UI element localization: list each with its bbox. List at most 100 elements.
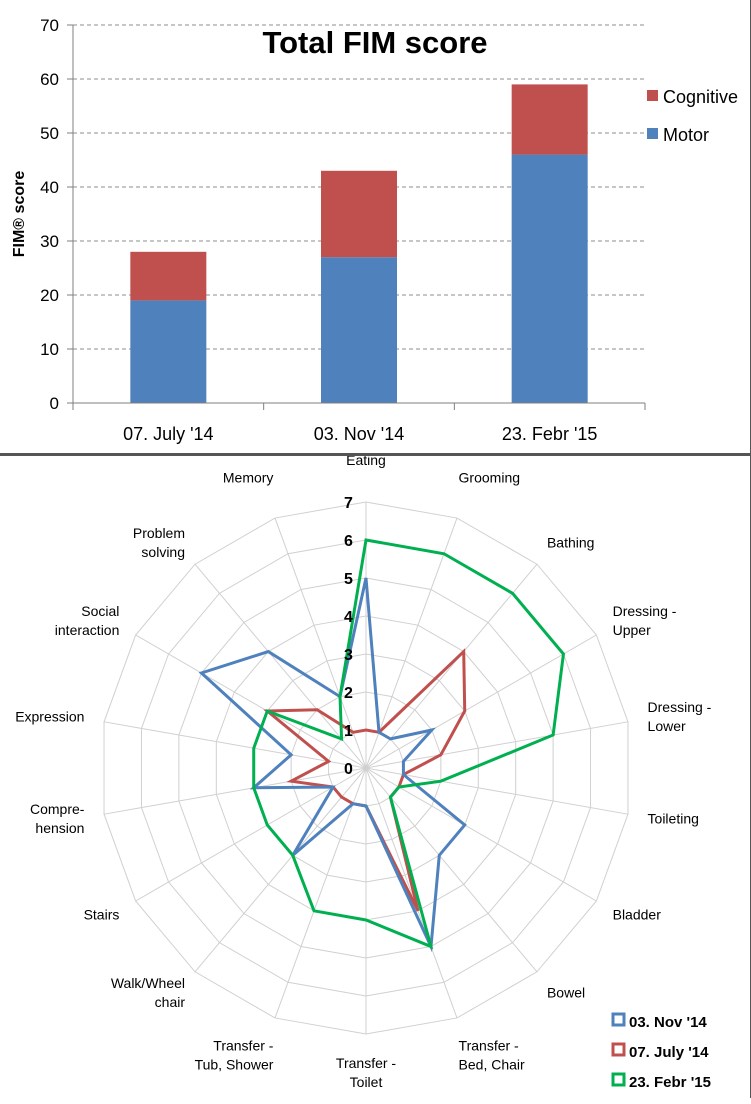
legend-swatch <box>647 90 658 101</box>
radial-tick-label: 1 <box>344 723 353 740</box>
radar-axis-label-line: Transfer - <box>336 1055 396 1071</box>
radar-axis-label-line: Bladder <box>613 907 662 923</box>
radar-axis-label: Stairs <box>84 907 120 923</box>
radar-axis-label-line: Bowel <box>547 985 585 1001</box>
radar-axis-label-line: Walk/Wheel <box>111 975 185 991</box>
radar-spoke <box>135 634 367 769</box>
y-tick-label: 70 <box>40 16 59 35</box>
radial-tick-label: 7 <box>344 495 353 512</box>
y-tick-label: 10 <box>40 340 59 359</box>
radar-spoke <box>194 767 367 973</box>
radar-axis-label-line: chair <box>155 994 186 1010</box>
legend-swatch <box>647 128 658 139</box>
radar-axis-label-line: Transfer - <box>459 1037 519 1053</box>
radar-spoke <box>365 767 597 902</box>
radar-axis-label: Compre-hension <box>30 801 85 836</box>
radar-spoke <box>365 721 629 769</box>
x-tick-label: 23. Febr '15 <box>502 424 598 444</box>
radar-axis-label: Bowel <box>547 985 585 1001</box>
radar-series-line <box>252 538 566 950</box>
radar-spoke <box>365 563 538 769</box>
radar-spoke <box>274 517 367 769</box>
legend-label: Cognitive <box>663 87 738 107</box>
legend-label: Motor <box>663 125 709 145</box>
radar-axis-label-line: Upper <box>613 622 651 638</box>
x-tick-label: 07. July '14 <box>123 424 214 444</box>
radial-tick-label: 2 <box>344 685 353 702</box>
radar-axis-label: Grooming <box>459 470 520 486</box>
radar-chart: 0 1 2 3 4 5 6 7 Eating Grooming Bathing Dressing - U… <box>15 452 712 1091</box>
legend-label: 23. Febr '15 <box>629 1074 711 1091</box>
radar-axis-label-line: Expression <box>15 708 84 724</box>
radial-tick-label: 4 <box>344 609 353 626</box>
y-tick-label: 20 <box>40 286 59 305</box>
radial-tick-label: 5 <box>344 571 353 588</box>
radar-axis-label-line: Compre- <box>30 801 85 817</box>
bar-motor <box>321 257 397 403</box>
radar-axis-label-line: Dressing - <box>648 699 712 715</box>
bar-chart-panel: 0 10 20 30 40 50 60 70 07. July '14 03. Nov '14 23… <box>0 0 751 455</box>
radar-spoke <box>103 767 367 815</box>
radar-spoke <box>365 767 458 1019</box>
y-tick-label: 40 <box>40 178 59 197</box>
radar-axis-label: Transfer - Tub, Shower <box>195 1037 274 1072</box>
radar-axis-label-line: Lower <box>648 718 686 734</box>
radar-axis-label: Dressing - Lower <box>648 699 712 734</box>
radar-axis-label-line: Memory <box>223 470 274 486</box>
y-tick-label: 30 <box>40 232 59 251</box>
legend-swatch <box>611 1072 626 1087</box>
radar-chart-panel: 0 1 2 3 4 5 6 7 Eating Grooming Bathing Dressing - U… <box>0 452 751 1098</box>
radar-axis-label-line: interaction <box>55 622 120 638</box>
radar-axis-label: Expression <box>15 708 84 724</box>
radial-tick-label: 3 <box>344 647 353 664</box>
legend-label: 07. July '14 <box>629 1044 709 1061</box>
bar-motor <box>511 154 588 403</box>
radar-axis-label-line: Bed, Chair <box>459 1056 525 1072</box>
bar-cognitive <box>321 170 397 258</box>
radar-axis-label: Social interaction <box>55 603 120 638</box>
radar-axis-label-line: Grooming <box>459 470 520 486</box>
bar-cognitive <box>511 84 588 155</box>
radar-spoke <box>135 767 367 902</box>
radar-spoke <box>365 634 597 769</box>
radar-spoke <box>103 721 367 769</box>
legend-swatch <box>611 1012 626 1027</box>
radial-tick-label: 0 <box>344 761 353 778</box>
radar-axis-label: Walk/Wheel chair <box>111 975 185 1010</box>
radar-axis-label-line: hension <box>35 820 84 836</box>
radar-axis-label: Transfer - Bed, Chair <box>459 1037 525 1072</box>
radar-axis-label: Bladder <box>613 907 662 923</box>
bar-chart: 0 10 20 30 40 50 60 70 07. July '14 03. Nov '14 23… <box>11 16 738 444</box>
radar-axis-label: Toileting <box>648 811 699 827</box>
radar-axis-label-line: Toileting <box>648 811 699 827</box>
radar-axis-label-line: Stairs <box>84 907 120 923</box>
chart-title: Total FIM score <box>262 25 487 60</box>
radar-spoke <box>365 517 458 769</box>
radar-axis-label: Dressing - Upper <box>613 603 677 638</box>
radar-series-line <box>198 577 467 953</box>
radar-axis-label-line: Toilet <box>350 1074 383 1090</box>
radar-axis-label-line: Social <box>81 603 119 619</box>
radar-axis-label-line: Eating <box>346 456 386 468</box>
radar-axis-label: Problem solving <box>133 525 185 560</box>
radar-axis-label-line: Dressing - <box>613 603 677 619</box>
y-tick-label: 0 <box>50 394 59 413</box>
radar-axis-label-line: Tub, Shower <box>195 1056 274 1072</box>
radar-axis-label: Eating <box>346 456 386 468</box>
radar-axis-label-line: solving <box>141 544 185 560</box>
radar-spoke <box>194 563 367 769</box>
bar-motor <box>130 300 207 403</box>
radar-axis-label-line: Transfer - <box>213 1037 273 1053</box>
y-axis-label: FIM® score <box>11 171 28 258</box>
radar-axis-label: Transfer - Toilet <box>336 1055 396 1090</box>
bar-cognitive <box>130 251 207 301</box>
radar-axis-label-line: Bathing <box>547 534 594 550</box>
radar-axis-label: Bathing <box>547 534 594 550</box>
y-tick-label: 60 <box>40 70 59 89</box>
y-tick-label: 50 <box>40 124 59 143</box>
radar-spoke <box>365 767 629 815</box>
radar-spoke <box>365 767 538 973</box>
legend-swatch <box>611 1042 626 1057</box>
x-tick-label: 03. Nov '14 <box>314 424 405 444</box>
radar-spoke <box>274 767 367 1019</box>
